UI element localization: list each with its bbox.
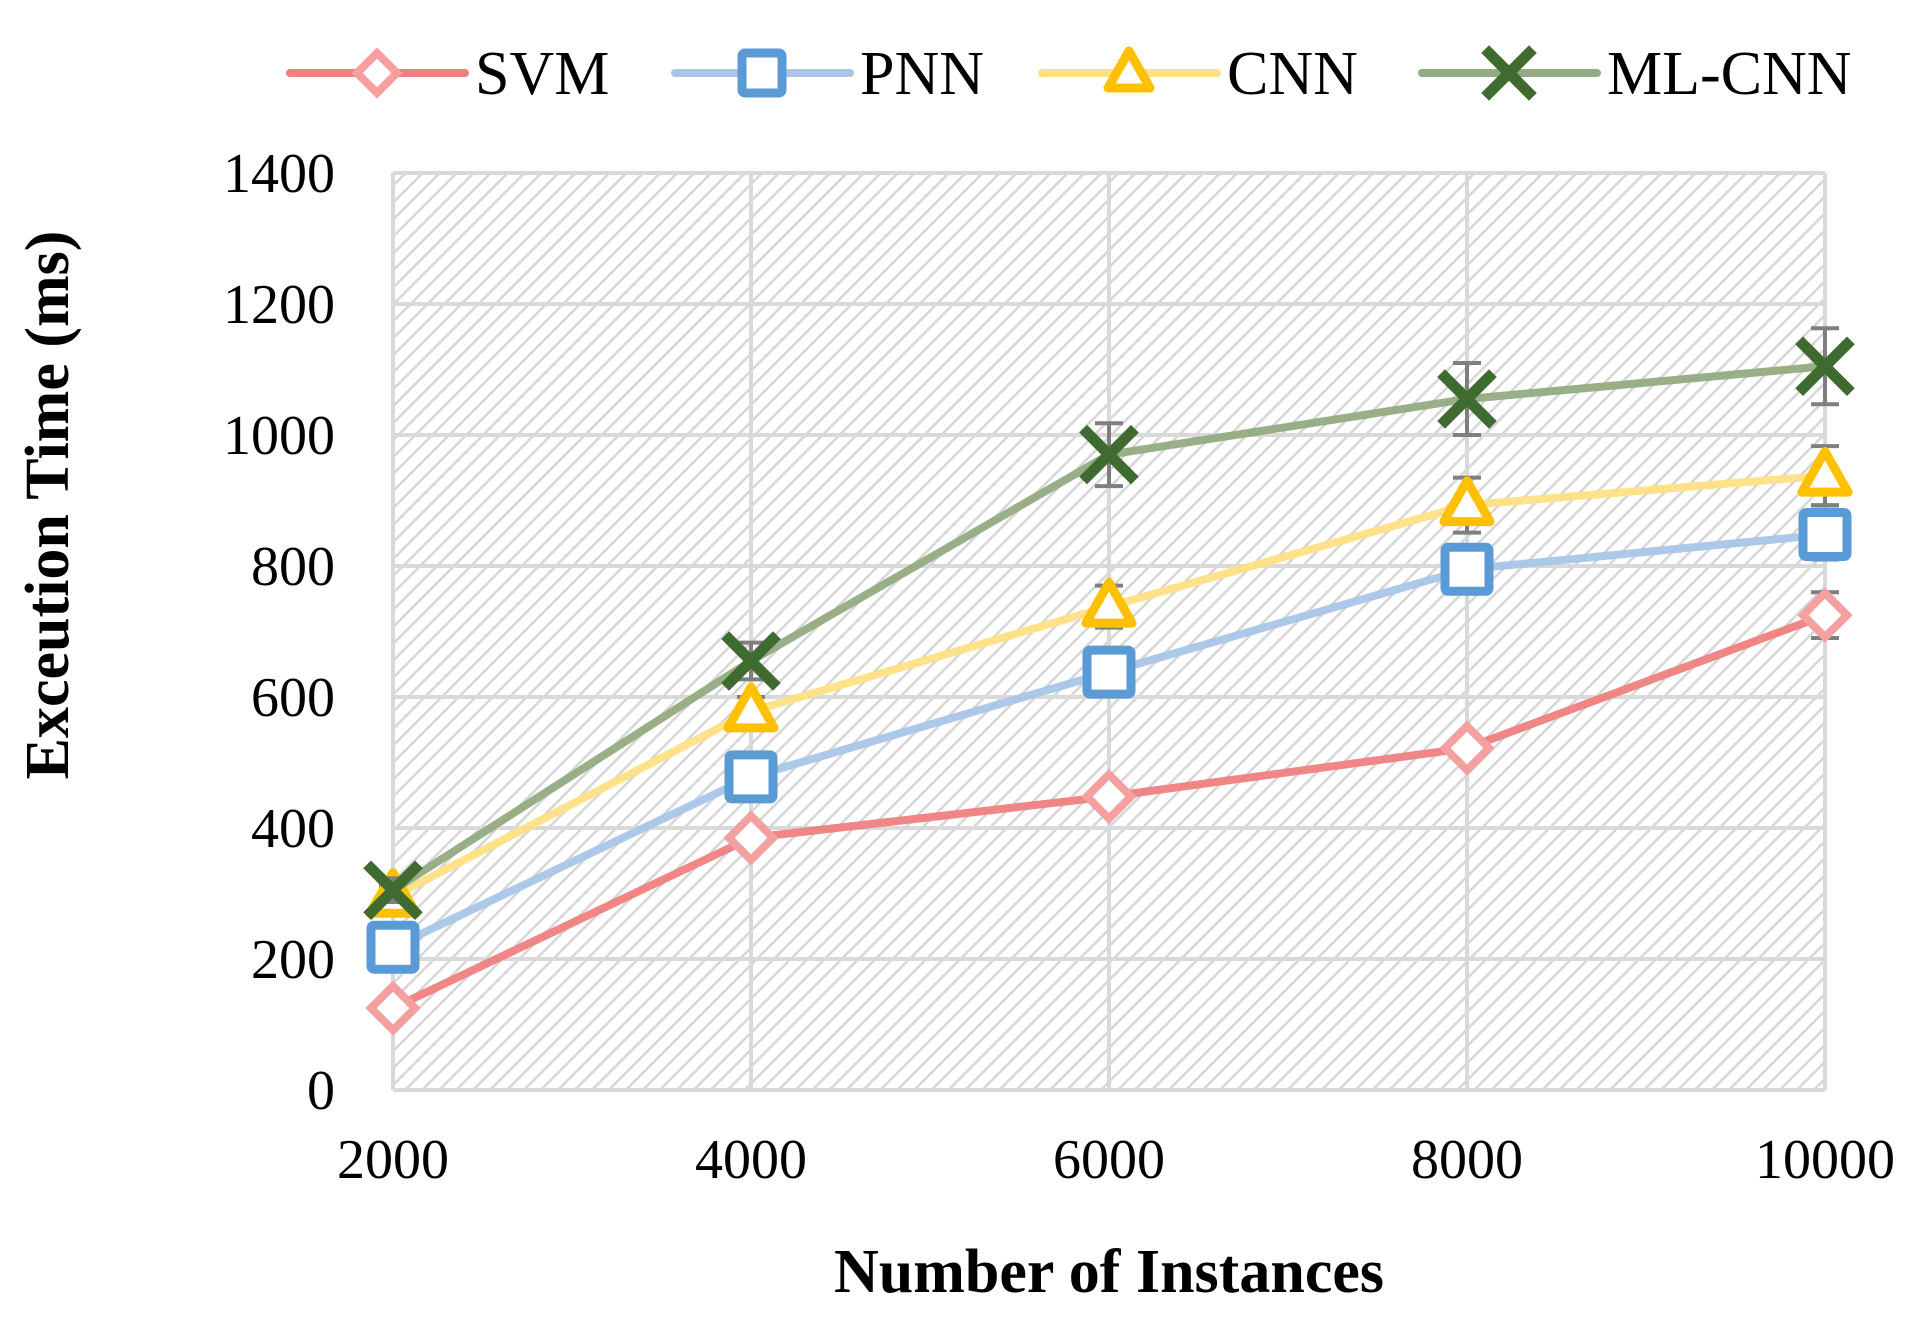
y-tick-label: 200 bbox=[251, 929, 335, 991]
ml-cnn-point bbox=[1795, 336, 1855, 397]
pnn-point bbox=[1798, 508, 1852, 562]
ml-cnn-point bbox=[1437, 369, 1497, 429]
series-cnn bbox=[365, 444, 1853, 918]
pnn-point bbox=[1082, 645, 1136, 699]
x-axis-title: Number of Instances bbox=[834, 1238, 1384, 1306]
x-marker-stroke bbox=[721, 631, 781, 691]
legend-label: PNN bbox=[860, 40, 984, 108]
svm-point bbox=[1439, 720, 1495, 776]
legend-label: SVM bbox=[475, 40, 609, 108]
y-axis-title: Exceution Time (ms) bbox=[14, 231, 82, 780]
svm-point bbox=[723, 810, 779, 866]
y-tick-label: 1200 bbox=[223, 274, 335, 336]
cnn-point bbox=[1797, 446, 1853, 497]
x-tick-label: 8000 bbox=[1411, 1129, 1523, 1191]
x-tick-label: 2000 bbox=[337, 1129, 449, 1191]
series-ml-cnn bbox=[363, 326, 1855, 921]
x-tick-label: 6000 bbox=[1053, 1129, 1165, 1191]
legend-item-ml-cnn: ML-CNN bbox=[1418, 40, 1852, 108]
svm-point bbox=[1797, 587, 1853, 643]
svm-point bbox=[365, 980, 421, 1036]
pnn-point bbox=[724, 750, 778, 804]
y-tick-label: 0 bbox=[307, 1060, 335, 1122]
legend-item-pnn: PNN bbox=[671, 40, 984, 108]
cnn-point bbox=[723, 682, 779, 733]
pnn-point bbox=[366, 920, 420, 974]
legend-label: ML-CNN bbox=[1607, 40, 1852, 108]
legend-label: CNN bbox=[1227, 40, 1358, 108]
y-tick-label: 1400 bbox=[223, 143, 335, 205]
svm-point bbox=[1081, 768, 1137, 825]
x-marker-stroke bbox=[1437, 369, 1497, 429]
gridlines bbox=[391, 171, 1827, 1092]
x-axis: 2000 4000 6000 8000 10000 bbox=[337, 1129, 1895, 1191]
series-svm bbox=[365, 587, 1853, 1036]
x-tick-label: 10000 bbox=[1755, 1129, 1895, 1191]
series-layer bbox=[363, 326, 1855, 1036]
legend-marker bbox=[1103, 46, 1155, 93]
legend-marker bbox=[351, 47, 403, 99]
x-marker-stroke bbox=[1795, 336, 1855, 397]
x-tick-label: 4000 bbox=[695, 1129, 807, 1191]
x-marker-stroke bbox=[1481, 45, 1537, 101]
ml-cnn-point bbox=[721, 631, 781, 691]
y-tick-label: 400 bbox=[251, 798, 335, 860]
pnn-point bbox=[1440, 542, 1494, 596]
ml-cnn-point bbox=[363, 860, 423, 921]
x-marker-stroke bbox=[363, 860, 423, 921]
legend-marker bbox=[1481, 45, 1537, 101]
ml-cnn-point bbox=[1079, 424, 1139, 485]
legend-marker bbox=[737, 48, 787, 98]
cnn-point bbox=[1439, 476, 1495, 527]
x-marker-stroke bbox=[1079, 424, 1139, 485]
legend-item-cnn: CNN bbox=[1038, 40, 1358, 108]
legend-item-svm: SVM bbox=[286, 40, 609, 108]
legend: SVM PNN CNN ML-CNN bbox=[286, 40, 1852, 108]
series-pnn bbox=[366, 507, 1852, 974]
y-axis: 0 200 400 600 800 1000 1200 1400 bbox=[223, 143, 335, 1122]
y-tick-label: 1000 bbox=[223, 405, 335, 467]
y-tick-label: 800 bbox=[251, 536, 335, 598]
y-tick-label: 600 bbox=[251, 667, 335, 729]
cnn-point bbox=[1081, 577, 1137, 628]
